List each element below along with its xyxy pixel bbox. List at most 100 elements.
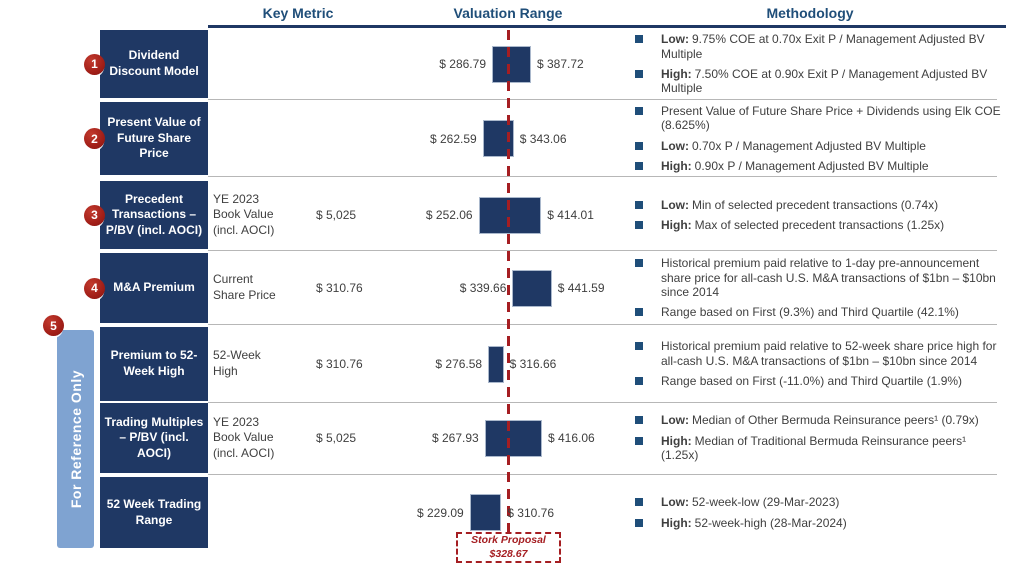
row-number-badge: 2 [84,128,105,149]
methodology-prefix: High: [661,433,692,448]
row-separator [208,402,997,403]
methodology-item: Low: Min of selected precedent transactio… [635,198,1006,212]
methodology-item: Historical premium paid relative to 52-w… [635,339,1006,368]
row-label: Dividend Discount Model [100,30,208,98]
methodology-body: 0.90x P / Management Adjusted BV Multipl… [694,158,929,173]
methodology-body: Historical premium paid relative to 1-da… [661,256,996,299]
methodology-text: Historical premium paid relative to 52-w… [661,339,1006,368]
row-number-badge: 1 [84,53,105,75]
methodology-text: Range based on First (9.3%) and Third Qu… [661,305,1006,319]
bar-low-value: $ 267.93 [431,431,479,445]
methodology-item: Low: 52-week-low (29-Mar-2023) [635,495,1006,509]
methodology-prefix: High: [661,67,692,81]
methodology-text: Low: 0.70x P / Management Adjusted BV Mul… [661,139,1006,153]
methodology-text: Low: 9.75% COE at 0.70x Exit P / Manageme… [661,32,1006,61]
bar-high-value: $ 414.01 [547,208,594,222]
methodology-body: 9.75% COE at 0.70x Exit P / Management A… [661,32,985,61]
methodology-text: Low: Min of selected precedent transactio… [661,198,1006,212]
row-number-badge: 4 [84,277,105,299]
methodology-list: Low: Min of selected precedent transactio… [635,181,1006,249]
methodology-text: High: Max of selected precedent transacti… [661,218,1006,232]
methodology-body: Min of selected precedent transactions (… [692,197,939,212]
bar-low-value: $ 252.06 [425,208,473,222]
methodology-body: Median of Other Bermuda Reinsurance peer… [692,413,979,428]
methodology-body: 0.70x P / Management Adjusted BV Multipl… [692,138,926,153]
bar-high-value: $ 416.06 [548,431,595,445]
methodology-text: Low: 52-week-low (29-Mar-2023) [661,495,1006,509]
methodology-item: Low: Median of Other Bermuda Reinsurance … [635,413,1006,427]
methodology-prefix: Low: [661,138,689,153]
column-header-methodology: Methodology [766,5,854,21]
methodology-item: Present Value of Future Share Price + Di… [635,104,1006,133]
bar-low-value: $ 229.09 [416,505,464,520]
methodology-prefix: Low: [661,413,689,428]
row-label: Premium to 52-Week High [100,327,208,401]
bar-low-value: $ 276.58 [435,357,483,371]
methodology-item: Range based on First (-11.0%) and Third … [635,374,1006,388]
methodology-item: High: 0.90x P / Management Adjusted BV Mu… [635,159,1006,173]
key-metric-name: 52-Week High [213,348,261,378]
row-label: Trading Multiples – P/BV (incl. AOCI) [100,403,208,473]
row-separator [208,250,997,251]
methodology-text: High: 0.90x P / Management Adjusted BV Mu… [661,159,1006,173]
methodology-body: Range based on First (9.3%) and Third Qu… [661,305,959,320]
column-header-valuation-range: Valuation Range [453,5,563,21]
row-separator [208,176,997,177]
key-metric-value: $ 5,025 [316,208,357,222]
methodology-prefix: Low: [661,197,689,212]
stork-proposal-amount: $328.67 [489,547,528,560]
bullet-square-icon [635,106,643,115]
bullet-square-icon [635,141,643,150]
methodology-item: High: Max of selected precedent transacti… [635,218,1006,232]
methodology-item: Range based on First (9.3%) and Third Qu… [635,305,1006,319]
bullet-square-icon [635,200,643,209]
methodology-list: Low: 52-week-low (29-Mar-2023) High: 52-wee… [635,477,1006,548]
methodology-text: High: 7.50% COE at 0.90x Exit P / Managem… [661,67,1006,96]
valuation-range-bar [469,494,502,531]
methodology-body: Historical premium paid relative to 52-w… [661,339,997,368]
row-number-badge: 5 [43,315,64,336]
methodology-list: Low: 9.75% COE at 0.70x Exit P / Manageme… [635,30,1006,98]
row-number-badge: 3 [84,204,105,226]
bar-low-value: $ 262.59 [429,131,477,146]
methodology-item: High: 7.50% COE at 0.90x Exit P / Managem… [635,67,1006,96]
bullet-square-icon [635,377,643,386]
bullet-square-icon [635,436,643,445]
bar-high-value: $ 343.06 [519,131,567,146]
bullet-square-icon [635,416,643,425]
bullet-square-icon [635,221,643,229]
bullet-square-icon [635,70,643,78]
valuation-range-bar [484,419,542,457]
methodology-item: High: 52-week-high (28-Mar-2024) [635,516,1006,530]
bullet-square-icon [635,259,643,268]
bullet-square-icon [635,161,643,170]
key-metric-name: YE 2023 Book Value (incl. AOCI) [213,191,275,237]
methodology-item: Historical premium paid relative to 1-da… [635,256,1006,299]
methodology-body: 52-week-low (29-Mar-2023) [692,495,840,510]
methodology-prefix: High: [661,515,692,530]
row-label: Present Value of Future Share Price [100,102,208,175]
valuation-range-bar [512,269,552,307]
stork-proposal-title: Stork Proposal [471,534,546,547]
methodology-prefix: Low: [661,495,689,510]
bullet-square-icon [635,518,643,527]
methodology-item: Low: 0.70x P / Management Adjusted BV Mul… [635,139,1006,153]
key-metric-value: $ 5,025 [316,431,357,445]
stork-proposal-callout: Stork Proposal $328.67 [456,532,561,563]
methodology-text: High: Median of Traditional Bermuda Reins… [661,434,1006,463]
methodology-body: 52-week-high (28-Mar-2024) [694,515,847,530]
methodology-body: Median of Traditional Bermuda Reinsuranc… [661,433,967,463]
methodology-body: 7.50% COE at 0.90x Exit P / Management A… [661,67,988,96]
row-label: Precedent Transactions – P/BV (incl. AOC… [100,181,208,249]
methodology-text: Historical premium paid relative to 1-da… [661,256,1006,299]
methodology-text: High: 52-week-high (28-Mar-2024) [661,516,1006,530]
methodology-list: Historical premium paid relative to 1-da… [635,253,1006,323]
methodology-text: Present Value of Future Share Price + Di… [661,104,1006,133]
key-metric-name: YE 2023 Book Value (incl. AOCI) [213,414,275,460]
methodology-item: Low: 9.75% COE at 0.70x Exit P / Manageme… [635,32,1006,61]
valuation-range-bar [478,196,542,234]
methodology-text: Range based on First (-11.0%) and Third … [661,374,1006,388]
methodology-list: Present Value of Future Share Price + Di… [635,102,1006,175]
methodology-item: High: Median of Traditional Bermuda Reins… [635,434,1006,463]
